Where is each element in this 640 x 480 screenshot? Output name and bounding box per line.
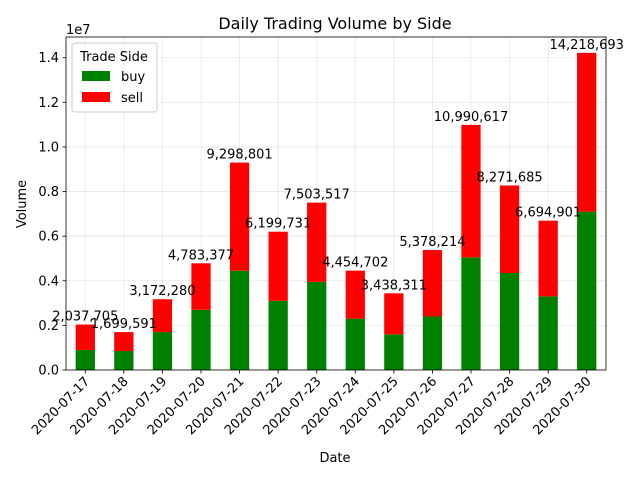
y-tick-label: 0.2 bbox=[38, 319, 59, 334]
bar-buy bbox=[152, 332, 173, 370]
y-tick-label: 0.6 bbox=[38, 230, 59, 245]
bar-sell bbox=[152, 299, 173, 333]
bar-sell bbox=[384, 293, 404, 335]
y-offset-label: 1e7 bbox=[66, 23, 91, 38]
bars bbox=[75, 52, 597, 370]
bar-buy bbox=[114, 351, 134, 370]
bar-buy bbox=[422, 316, 443, 370]
bar-sell bbox=[461, 124, 481, 258]
y-tick-label: 1.0 bbox=[38, 140, 59, 155]
bar-buy bbox=[538, 296, 558, 370]
bar-sell bbox=[538, 220, 558, 297]
bar-sell bbox=[577, 52, 597, 212]
total-label: 6,694,901 bbox=[515, 206, 581, 221]
bar-sell bbox=[307, 202, 327, 282]
x-axis-label: Date bbox=[319, 451, 350, 466]
total-label: 9,298,801 bbox=[206, 148, 272, 163]
legend-swatch-sell bbox=[82, 92, 110, 102]
total-label: 14,218,693 bbox=[549, 38, 623, 53]
y-tick-label: 0.4 bbox=[38, 274, 59, 289]
bar-buy bbox=[191, 309, 211, 370]
bar-buy bbox=[75, 349, 95, 370]
bar-buy bbox=[461, 257, 481, 370]
bar-sell bbox=[345, 270, 365, 319]
y-axis: 0.0 0.2 0.4 0.6 0.8 1.0 1.2 1.4 bbox=[38, 36, 607, 379]
bar-sell bbox=[114, 332, 134, 352]
total-label: 5,378,214 bbox=[399, 235, 465, 250]
legend-swatch-buy bbox=[82, 71, 110, 81]
total-label: 4,783,377 bbox=[168, 248, 234, 263]
y-tick-label: 1.2 bbox=[38, 96, 59, 111]
chart-title: Daily Trading Volume by Side bbox=[218, 14, 451, 33]
total-label: 8,271,685 bbox=[476, 171, 542, 186]
legend-label-buy: buy bbox=[121, 70, 145, 85]
bar-buy bbox=[229, 270, 250, 370]
y-tick-label: 0.0 bbox=[38, 364, 59, 379]
bar-buy bbox=[384, 334, 404, 370]
bar-sell bbox=[75, 324, 95, 350]
plot-frame bbox=[65, 36, 607, 371]
total-label: 6,199,731 bbox=[245, 217, 311, 232]
bar-sell bbox=[229, 162, 250, 271]
total-label: 3,438,311 bbox=[361, 278, 427, 293]
legend-label-sell: sell bbox=[121, 91, 143, 106]
total-label: 4,454,702 bbox=[322, 256, 388, 271]
legend-title: Trade Side bbox=[79, 50, 148, 65]
legend: Trade Side buy sell bbox=[71, 42, 158, 113]
total-label: 2,037,705 bbox=[52, 310, 118, 325]
bar-buy bbox=[268, 300, 288, 370]
y-tick-label: 0.8 bbox=[38, 185, 59, 200]
total-label: 3,172,280 bbox=[129, 284, 195, 299]
bar-buy bbox=[499, 272, 520, 370]
y-tick-label: 1.4 bbox=[38, 51, 59, 66]
total-label: 7,503,517 bbox=[284, 188, 350, 203]
bar-sell bbox=[499, 185, 520, 273]
total-label: 1,699,591 bbox=[91, 317, 157, 332]
bar-buy bbox=[307, 281, 327, 370]
bar-buy bbox=[577, 211, 597, 370]
y-axis-label: Volume bbox=[15, 180, 30, 228]
total-label: 10,990,617 bbox=[434, 110, 508, 125]
bar-buy bbox=[345, 318, 365, 370]
bar-sell bbox=[268, 231, 288, 301]
x-axis: 2020-07-172020-07-182020-07-192020-07-20… bbox=[29, 370, 595, 438]
bar-sell bbox=[422, 250, 443, 317]
bar-sell bbox=[191, 263, 211, 310]
